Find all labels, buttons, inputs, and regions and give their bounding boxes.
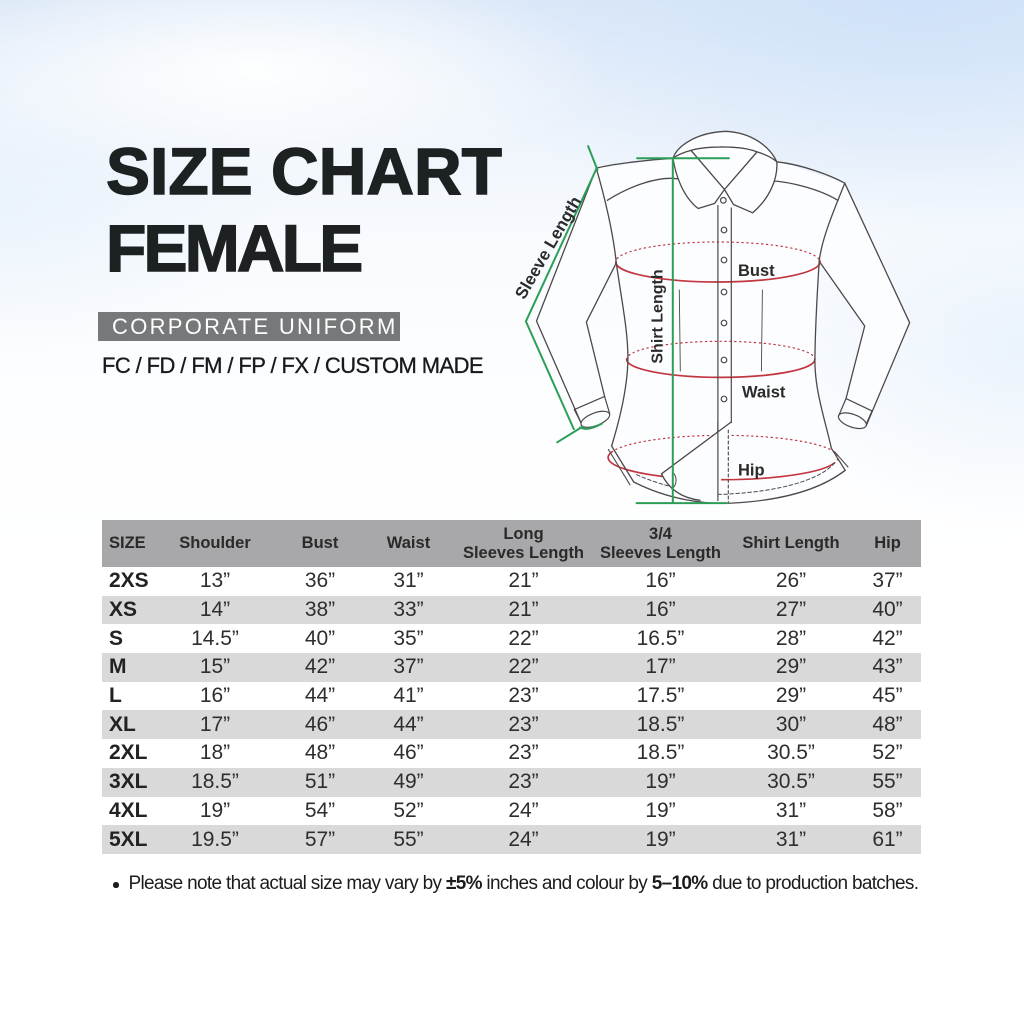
svg-text:Bust: Bust — [738, 262, 775, 280]
svg-text:Shirt Length: Shirt Length — [650, 269, 667, 363]
svg-text:Waist: Waist — [742, 384, 786, 402]
svg-text:Hip: Hip — [738, 462, 765, 480]
